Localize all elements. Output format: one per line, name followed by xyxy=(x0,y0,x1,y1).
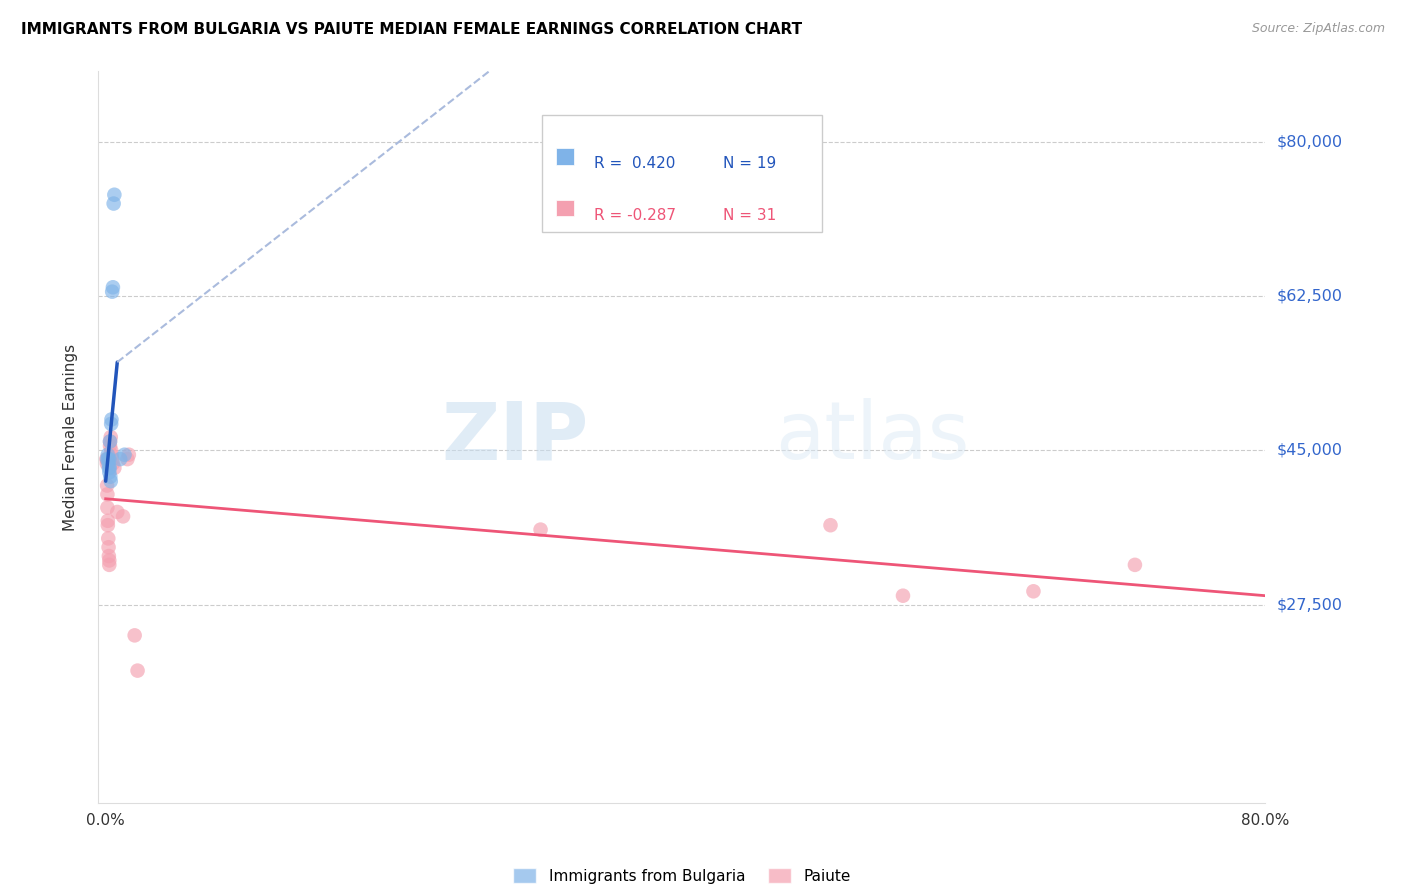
Point xyxy=(118,448,141,462)
Text: atlas: atlas xyxy=(775,398,970,476)
Point xyxy=(1123,558,1146,572)
Point xyxy=(891,589,914,603)
Point xyxy=(98,469,121,483)
Text: $80,000: $80,000 xyxy=(1277,135,1343,149)
FancyBboxPatch shape xyxy=(555,200,574,216)
Text: R = -0.287: R = -0.287 xyxy=(595,208,676,223)
Point xyxy=(112,509,135,524)
Point xyxy=(100,474,122,488)
Point xyxy=(97,514,120,528)
Point xyxy=(105,505,128,519)
Text: $45,000: $45,000 xyxy=(1277,442,1343,458)
Point xyxy=(101,452,124,467)
Point xyxy=(97,540,120,554)
Text: ZIP: ZIP xyxy=(441,398,589,476)
Point xyxy=(108,452,131,467)
Point xyxy=(98,434,121,449)
Point xyxy=(96,478,118,492)
Point xyxy=(101,280,124,294)
Point xyxy=(103,461,125,475)
Point xyxy=(98,439,121,453)
Point xyxy=(97,532,120,546)
Point xyxy=(96,487,118,501)
Point xyxy=(97,461,120,475)
Point xyxy=(96,500,118,515)
Point xyxy=(98,558,121,572)
Point xyxy=(117,452,139,467)
Point xyxy=(98,461,121,475)
Point xyxy=(96,452,118,467)
Point xyxy=(100,443,122,458)
Point xyxy=(98,553,121,567)
Point xyxy=(124,628,146,642)
Point xyxy=(820,518,842,533)
Point xyxy=(103,196,125,211)
Text: R =  0.420: R = 0.420 xyxy=(595,156,676,171)
Point xyxy=(100,430,122,444)
Text: IMMIGRANTS FROM BULGARIA VS PAIUTE MEDIAN FEMALE EARNINGS CORRELATION CHART: IMMIGRANTS FROM BULGARIA VS PAIUTE MEDIA… xyxy=(21,22,803,37)
Point xyxy=(98,452,121,467)
Point xyxy=(114,448,136,462)
FancyBboxPatch shape xyxy=(541,115,823,232)
Point xyxy=(1022,584,1045,599)
Point xyxy=(100,448,122,462)
Point xyxy=(97,549,120,563)
FancyBboxPatch shape xyxy=(555,148,574,164)
Point xyxy=(97,448,120,462)
Text: $62,500: $62,500 xyxy=(1277,289,1343,303)
Point xyxy=(97,452,120,467)
Point xyxy=(98,466,121,480)
Point xyxy=(529,523,551,537)
Point xyxy=(100,412,122,426)
Point xyxy=(127,664,149,678)
Point xyxy=(96,452,118,467)
Point xyxy=(101,457,124,471)
Text: $27,500: $27,500 xyxy=(1277,597,1343,612)
Y-axis label: Median Female Earnings: Median Female Earnings xyxy=(63,343,77,531)
Point xyxy=(101,285,124,299)
Point xyxy=(97,457,120,471)
Text: N = 19: N = 19 xyxy=(723,156,776,171)
Text: Source: ZipAtlas.com: Source: ZipAtlas.com xyxy=(1251,22,1385,36)
Point xyxy=(103,187,125,202)
Point xyxy=(98,434,121,449)
Legend: Immigrants from Bulgaria, Paiute: Immigrants from Bulgaria, Paiute xyxy=(508,862,856,890)
Point xyxy=(96,457,118,471)
Point xyxy=(97,518,120,533)
Point xyxy=(100,417,122,431)
Text: N = 31: N = 31 xyxy=(723,208,776,223)
